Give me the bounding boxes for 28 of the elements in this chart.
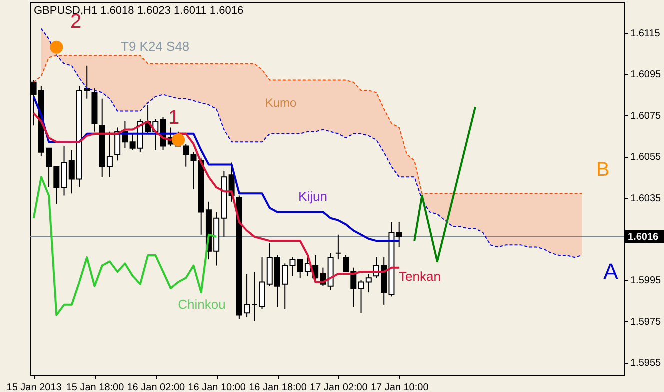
annotation: Chinkou: [178, 297, 226, 312]
y-tick-label: 1.6115: [630, 28, 661, 40]
y-tick-label: 1.5995: [630, 276, 662, 287]
x-tick-label: 17 Jan 02:00: [310, 382, 368, 392]
y-tick-label: 1.6055: [630, 152, 662, 164]
x-tick-label: 16 Jan 10:00: [188, 382, 246, 392]
annotation: Kijun: [298, 189, 328, 204]
y-tick-label: 1.6035: [630, 193, 662, 204]
y-tick-label: 1.5955: [630, 358, 662, 370]
line-series: [414, 106, 476, 263]
annotation: 1: [168, 107, 180, 129]
x-tick-label: 16 Jan 02:00: [127, 382, 186, 392]
candlestick: [252, 271, 258, 322]
x-tick-label: 15 Jan 2013: [6, 382, 62, 392]
x-tick-label: 17 Jan 10:00: [370, 382, 430, 392]
y-tick-label: 1.6095: [630, 70, 662, 81]
candlestick: [396, 222, 402, 248]
y-tick-label: 1.5975: [630, 316, 662, 328]
annotation: Kumo: [265, 96, 297, 110]
y-tick-label: 1.6075: [630, 110, 662, 122]
x-tick-label: 16 Jan 18:00: [249, 382, 308, 392]
x-tick-label: 15 Jan 18:00: [66, 382, 125, 392]
annotation: B: [596, 159, 610, 181]
annotation: Tenkan: [399, 269, 441, 284]
ref-line-label: 1.6016: [628, 232, 660, 243]
candlestick: [335, 234, 342, 260]
annotation: T9 K24 S48: [121, 39, 190, 54]
annotation: A: [604, 259, 619, 284]
